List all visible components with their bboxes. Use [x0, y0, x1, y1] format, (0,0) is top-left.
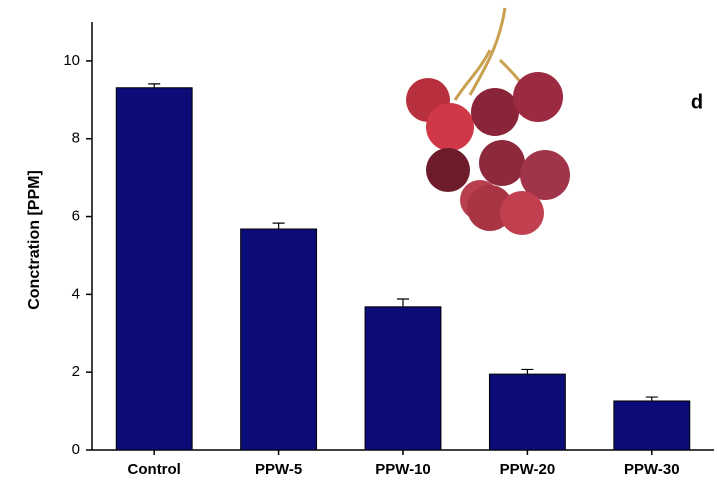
bar	[115, 87, 193, 451]
y-tick-label: 2	[72, 363, 80, 380]
x-tick-label: Control	[128, 461, 181, 478]
bar	[240, 228, 318, 451]
y-tick-label: 6	[72, 208, 80, 225]
bar	[364, 306, 442, 451]
bar	[613, 400, 691, 451]
y-tick-label: 8	[72, 130, 80, 147]
x-tick-label: PPW-30	[624, 461, 680, 478]
y-tick-label: 4	[72, 285, 80, 302]
grape-illustration	[406, 7, 570, 235]
y-axis-label: Conctration [PPM]	[26, 170, 43, 310]
y-tick-label: 0	[72, 441, 80, 458]
x-tick-label: PPW-20	[500, 461, 556, 478]
y-tick-label: 10	[63, 52, 80, 69]
panel-label: d	[691, 91, 703, 113]
x-tick-label: PPW-10	[375, 461, 431, 478]
bar	[488, 373, 566, 451]
x-tick-label: PPW-5	[255, 461, 302, 478]
